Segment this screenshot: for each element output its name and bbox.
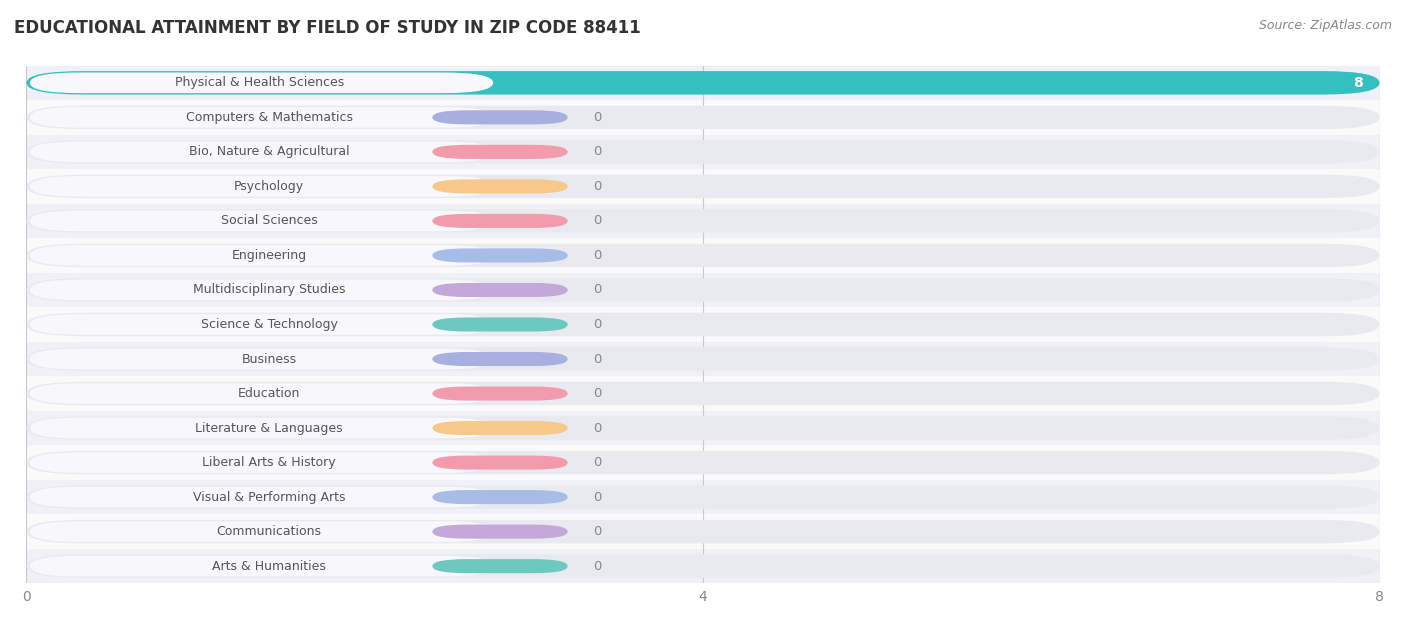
Text: Science & Technology: Science & Technology (201, 318, 337, 331)
Bar (27, 272, 1379, 307)
FancyBboxPatch shape (27, 244, 1379, 267)
Text: 0: 0 (593, 525, 602, 538)
Text: Bio, Nature & Agricultural: Bio, Nature & Agricultural (188, 145, 350, 159)
FancyBboxPatch shape (432, 179, 568, 193)
FancyBboxPatch shape (30, 556, 494, 576)
FancyBboxPatch shape (27, 416, 1379, 440)
Text: 8: 8 (1353, 76, 1362, 90)
FancyBboxPatch shape (30, 521, 494, 542)
FancyBboxPatch shape (30, 314, 494, 335)
Bar (27, 446, 1379, 480)
FancyBboxPatch shape (432, 525, 568, 538)
FancyBboxPatch shape (432, 214, 568, 228)
Text: EDUCATIONAL ATTAINMENT BY FIELD OF STUDY IN ZIP CODE 88411: EDUCATIONAL ATTAINMENT BY FIELD OF STUDY… (14, 19, 641, 37)
Bar (27, 549, 1379, 583)
Text: Source: ZipAtlas.com: Source: ZipAtlas.com (1258, 19, 1392, 32)
Text: 0: 0 (593, 180, 602, 193)
FancyBboxPatch shape (27, 554, 1379, 578)
Bar (27, 514, 1379, 549)
Text: Computers & Mathematics: Computers & Mathematics (186, 111, 353, 124)
FancyBboxPatch shape (30, 210, 494, 231)
FancyBboxPatch shape (27, 174, 1379, 198)
Text: 0: 0 (593, 145, 602, 159)
Bar (27, 135, 1379, 169)
Text: Literature & Languages: Literature & Languages (195, 422, 343, 435)
FancyBboxPatch shape (27, 140, 1379, 164)
Bar (27, 204, 1379, 238)
FancyBboxPatch shape (30, 73, 494, 93)
Text: 0: 0 (593, 111, 602, 124)
FancyBboxPatch shape (27, 71, 1379, 95)
FancyBboxPatch shape (27, 451, 1379, 475)
FancyBboxPatch shape (432, 111, 568, 125)
Bar (27, 376, 1379, 411)
FancyBboxPatch shape (27, 520, 1379, 544)
Bar (27, 169, 1379, 204)
FancyBboxPatch shape (27, 347, 1379, 371)
Bar (27, 66, 1379, 100)
Text: Psychology: Psychology (233, 180, 304, 193)
FancyBboxPatch shape (30, 107, 494, 128)
FancyBboxPatch shape (432, 248, 568, 262)
FancyBboxPatch shape (432, 456, 568, 470)
Text: Multidisciplinary Studies: Multidisciplinary Studies (193, 284, 346, 296)
Text: 0: 0 (593, 387, 602, 400)
Text: Engineering: Engineering (232, 249, 307, 262)
Text: Education: Education (238, 387, 301, 400)
FancyBboxPatch shape (30, 245, 494, 266)
Bar (27, 342, 1379, 376)
Text: 0: 0 (593, 456, 602, 469)
Bar (27, 100, 1379, 135)
FancyBboxPatch shape (30, 418, 494, 439)
FancyBboxPatch shape (432, 421, 568, 435)
Text: 0: 0 (593, 284, 602, 296)
FancyBboxPatch shape (30, 279, 494, 300)
FancyBboxPatch shape (432, 283, 568, 297)
FancyBboxPatch shape (30, 453, 494, 473)
Text: 0: 0 (593, 560, 602, 573)
Text: 0: 0 (593, 318, 602, 331)
FancyBboxPatch shape (432, 490, 568, 504)
Text: 0: 0 (593, 353, 602, 365)
FancyBboxPatch shape (30, 142, 494, 162)
Text: Visual & Performing Arts: Visual & Performing Arts (193, 490, 346, 504)
Text: Liberal Arts & History: Liberal Arts & History (202, 456, 336, 469)
Bar (27, 307, 1379, 342)
Text: 0: 0 (593, 249, 602, 262)
FancyBboxPatch shape (432, 559, 568, 573)
FancyBboxPatch shape (432, 317, 568, 332)
Text: 0: 0 (593, 422, 602, 435)
Text: Arts & Humanities: Arts & Humanities (212, 560, 326, 573)
Bar (27, 238, 1379, 272)
Text: 0: 0 (593, 490, 602, 504)
Text: 0: 0 (593, 214, 602, 228)
FancyBboxPatch shape (27, 485, 1379, 509)
FancyBboxPatch shape (30, 383, 494, 404)
Text: Physical & Health Sciences: Physical & Health Sciences (176, 76, 344, 89)
Bar (27, 411, 1379, 446)
FancyBboxPatch shape (27, 278, 1379, 301)
Text: Social Sciences: Social Sciences (221, 214, 318, 228)
FancyBboxPatch shape (30, 349, 494, 369)
Text: Business: Business (242, 353, 297, 365)
FancyBboxPatch shape (27, 382, 1379, 405)
FancyBboxPatch shape (30, 176, 494, 197)
FancyBboxPatch shape (432, 387, 568, 401)
Text: Communications: Communications (217, 525, 322, 538)
FancyBboxPatch shape (27, 209, 1379, 233)
FancyBboxPatch shape (27, 313, 1379, 336)
FancyBboxPatch shape (432, 145, 568, 159)
Bar (27, 480, 1379, 514)
FancyBboxPatch shape (432, 352, 568, 366)
FancyBboxPatch shape (30, 487, 494, 507)
FancyBboxPatch shape (27, 106, 1379, 129)
